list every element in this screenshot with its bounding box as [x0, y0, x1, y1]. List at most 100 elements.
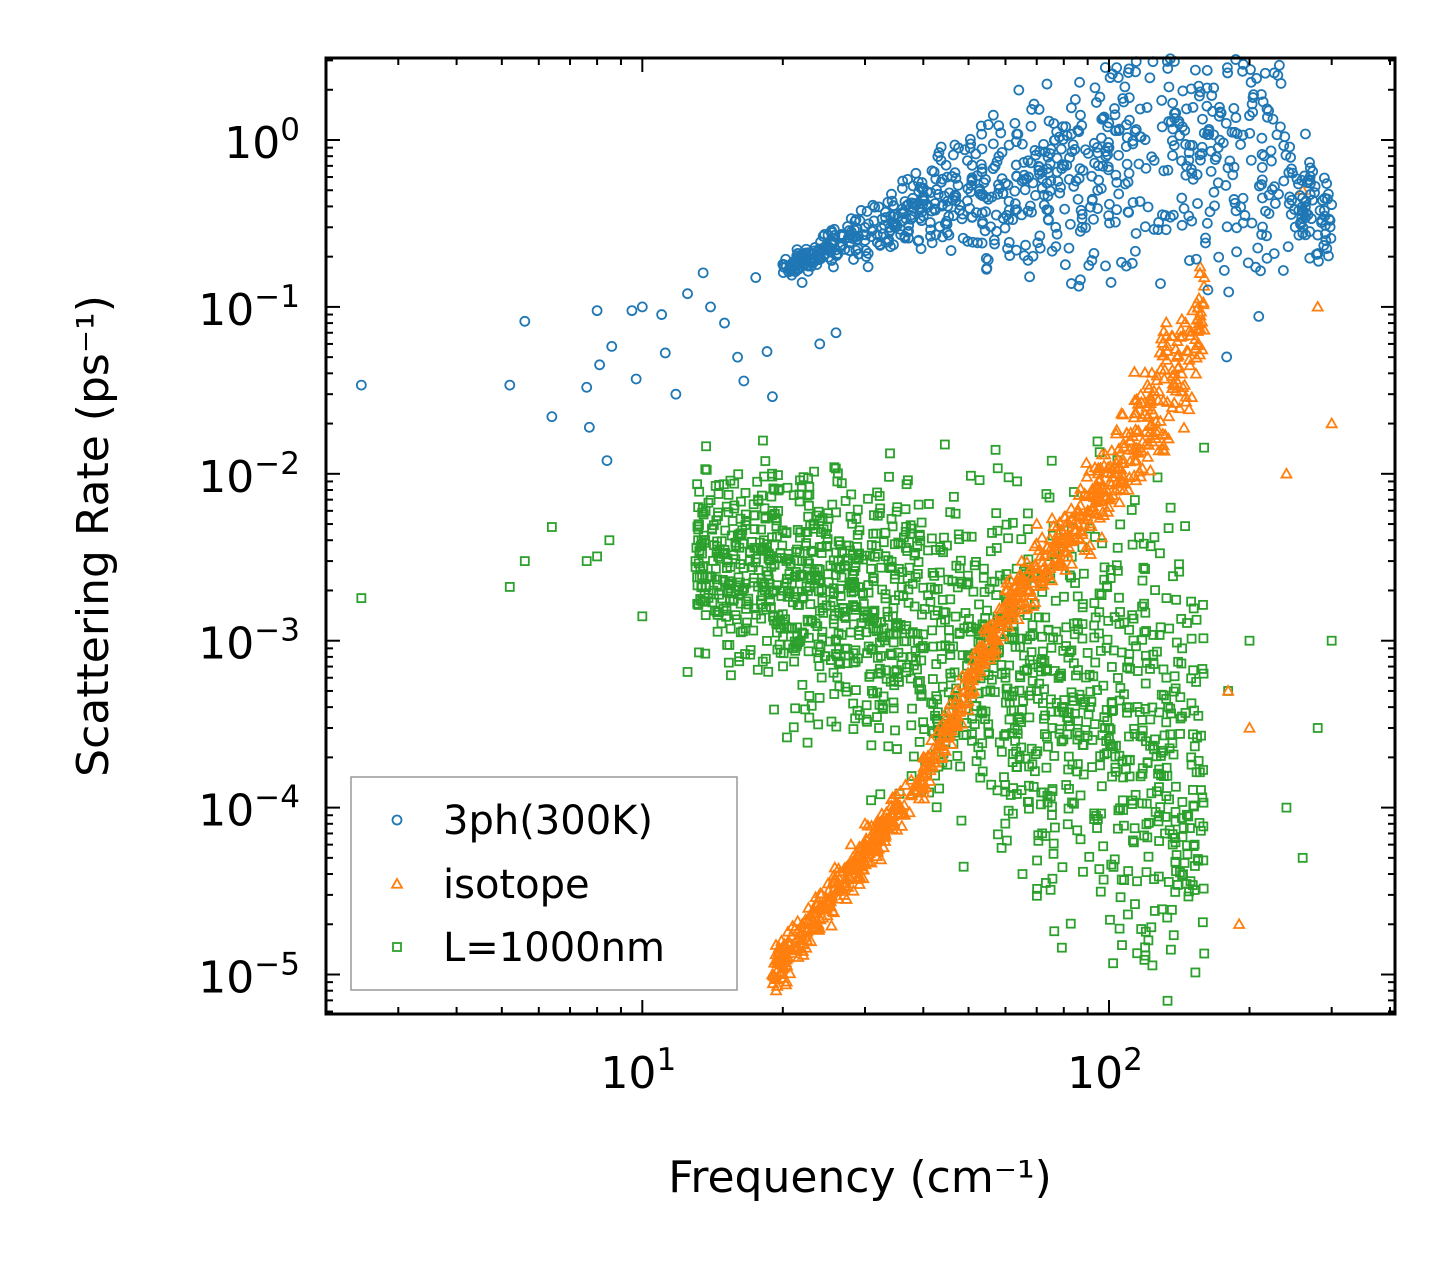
triangle-point [1093, 483, 1107, 495]
circle-point [1205, 165, 1217, 177]
square-point [1092, 823, 1102, 833]
square-point [707, 597, 718, 608]
square-point [801, 540, 811, 551]
square-point [1137, 768, 1148, 779]
square-point [967, 729, 977, 740]
square-point [891, 622, 902, 633]
square-point [866, 740, 877, 751]
square-point [740, 487, 751, 498]
square-point [901, 521, 912, 532]
square-point [907, 703, 917, 714]
square-point [792, 525, 803, 535]
triangle-point [1036, 561, 1050, 574]
circle-point [1066, 278, 1077, 289]
square-point [1066, 687, 1077, 698]
circle-point [1003, 236, 1015, 248]
circle-point [1045, 143, 1057, 155]
square-point [950, 611, 961, 622]
circle-point [1158, 165, 1170, 177]
triangle-point [1156, 442, 1170, 455]
circle-point [1237, 192, 1249, 204]
circle-point [546, 411, 558, 423]
square-point [769, 585, 780, 596]
triangle-point [1117, 440, 1131, 452]
square-point [1095, 760, 1105, 771]
square-point [1169, 671, 1180, 682]
square-point [989, 687, 1000, 697]
square-point [1099, 749, 1110, 760]
circle-point [1194, 149, 1206, 161]
circle-point [1177, 85, 1189, 97]
square-point [1162, 770, 1173, 781]
square-point [934, 783, 945, 794]
square-point [702, 572, 713, 582]
square-point [1059, 591, 1069, 602]
circle-point [1076, 120, 1088, 131]
circle-point [1034, 242, 1046, 254]
circle-point [896, 183, 908, 194]
triangle-point [825, 889, 839, 901]
square-point [1046, 694, 1056, 705]
square-point [694, 520, 704, 530]
circle-point [1130, 66, 1141, 78]
triangle-point [1139, 437, 1153, 450]
square-point [1189, 741, 1200, 752]
square-point [700, 648, 711, 659]
circle-point [1201, 100, 1213, 112]
square-point [874, 723, 884, 733]
circle-point [1257, 221, 1268, 233]
square-point [1197, 664, 1208, 674]
square-point [1161, 672, 1172, 683]
circle-point [1180, 169, 1192, 181]
square-point [836, 572, 847, 583]
triangle-point [1177, 421, 1191, 433]
square-point [1137, 575, 1148, 586]
circle-point [1297, 222, 1309, 233]
square-point [1121, 702, 1132, 712]
triangle-point [838, 861, 852, 874]
square-point [1166, 708, 1176, 719]
square-point [984, 728, 995, 739]
circle-point [1069, 94, 1081, 105]
circle-point [1244, 110, 1255, 122]
square-point [1140, 678, 1151, 689]
triangle-point [899, 778, 913, 790]
square-point [918, 582, 929, 593]
circle-point [1179, 124, 1191, 136]
circle-point [817, 230, 829, 242]
square-point [723, 657, 734, 668]
circle-point [894, 223, 906, 235]
triangle-point [809, 917, 823, 930]
square-point [724, 640, 735, 650]
circle-point [1064, 218, 1076, 230]
square-point [814, 661, 825, 672]
square-point [701, 441, 711, 452]
square-point [1154, 836, 1165, 846]
circle-point [1269, 181, 1280, 193]
square-point [1048, 848, 1059, 859]
circle-point [601, 455, 613, 466]
square-point [854, 630, 865, 640]
circle-point [1051, 126, 1063, 138]
circle-point [1009, 198, 1021, 210]
square-point [794, 600, 805, 610]
circle-point [902, 173, 914, 185]
triangle-point [804, 934, 818, 947]
square-point [1102, 634, 1113, 645]
circle-point [1102, 149, 1113, 161]
square-point [924, 499, 934, 509]
triangle-point [1110, 456, 1124, 468]
square-point [954, 534, 965, 545]
circle-point [1256, 132, 1268, 144]
square-point [926, 533, 937, 544]
triangle-point [1170, 350, 1184, 362]
triangle-point [873, 815, 887, 827]
square-point [1113, 823, 1123, 834]
triangle-point [1159, 315, 1173, 328]
circle-point [897, 206, 909, 218]
circle-point [504, 379, 516, 391]
circle-point [1051, 152, 1063, 164]
square-point [954, 629, 965, 639]
square-point [804, 489, 815, 500]
circle-point [1307, 194, 1318, 206]
